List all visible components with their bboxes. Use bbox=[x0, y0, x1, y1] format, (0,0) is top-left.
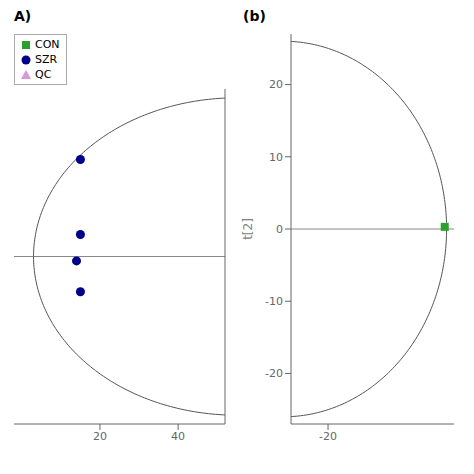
svg-text:20: 20 bbox=[269, 78, 283, 91]
svg-text:-20: -20 bbox=[319, 430, 337, 443]
svg-text:40: 40 bbox=[171, 430, 185, 443]
svg-text:0: 0 bbox=[276, 223, 283, 236]
svg-text:10: 10 bbox=[269, 151, 283, 164]
svg-text:-20: -20 bbox=[265, 367, 283, 380]
svg-text:20: 20 bbox=[93, 430, 107, 443]
svg-text:t[2]: t[2] bbox=[241, 218, 255, 240]
html-text:A): A) bbox=[14, 8, 32, 24]
html-text:(b): (b) bbox=[243, 8, 266, 24]
html-text:SZR: SZR bbox=[35, 53, 58, 66]
html-text:CON: CON bbox=[35, 38, 60, 51]
html-text:QC: QC bbox=[35, 68, 52, 81]
svg-text:-10: -10 bbox=[265, 295, 283, 308]
